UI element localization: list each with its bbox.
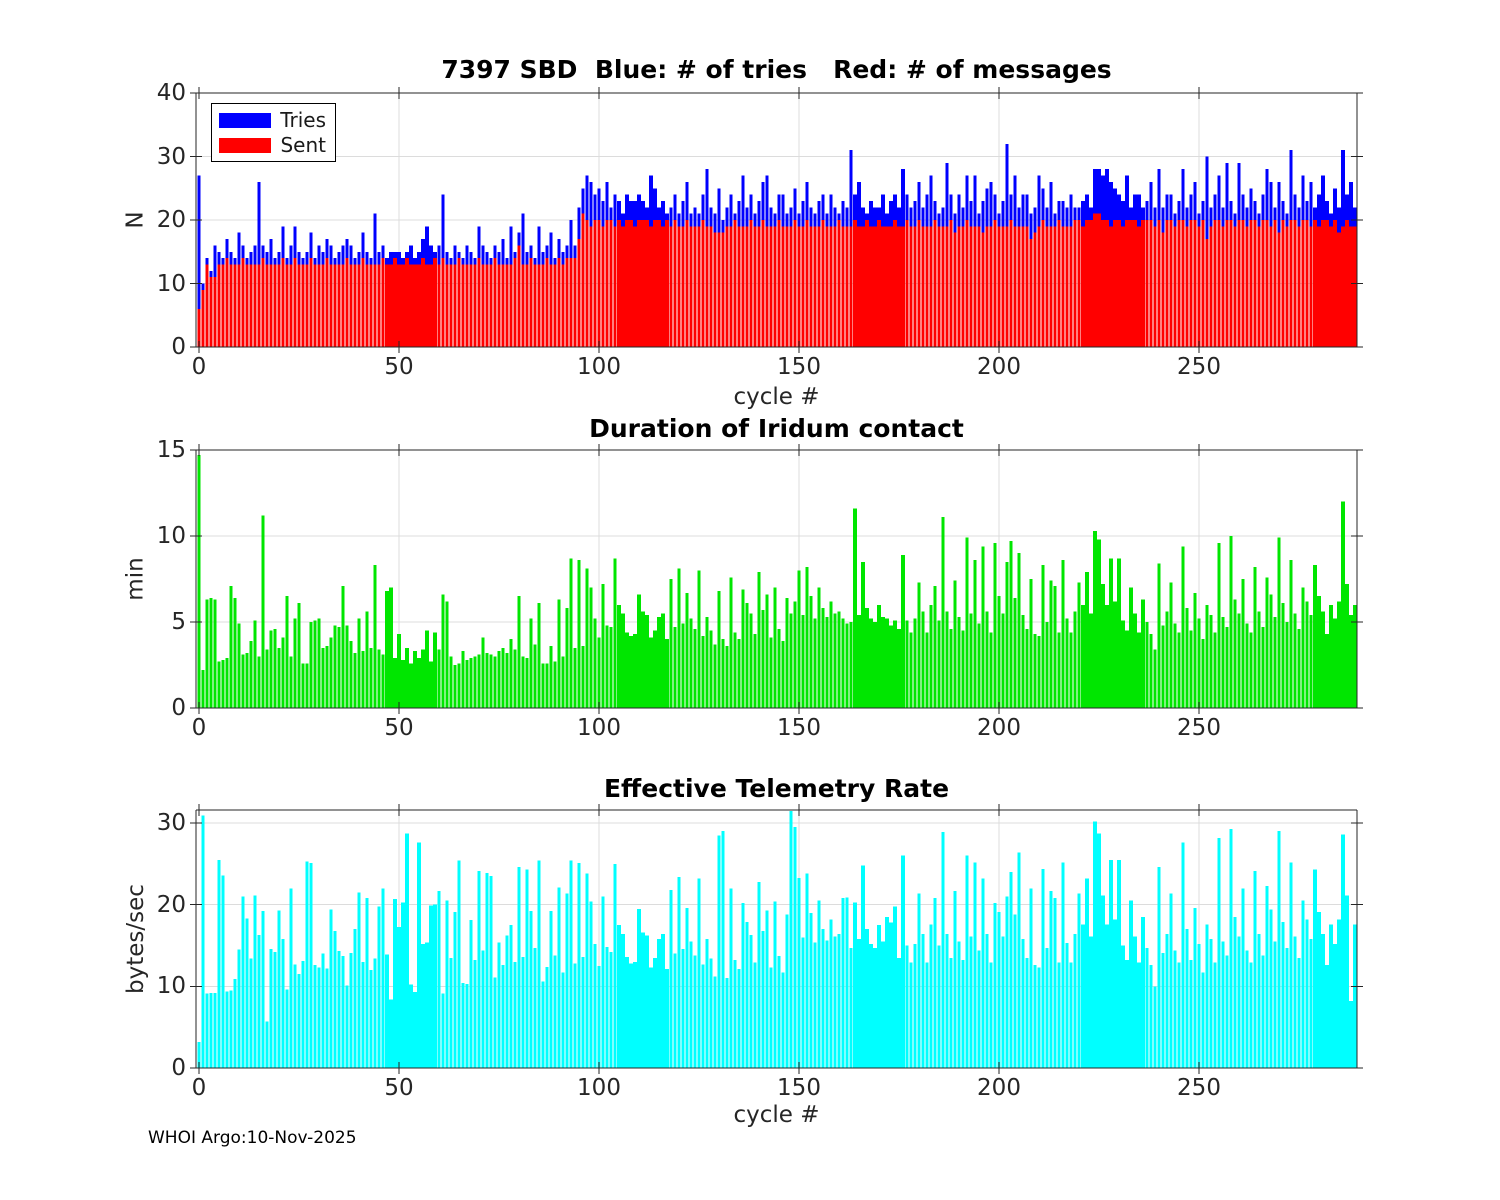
- y-tick-label: 0: [171, 334, 186, 360]
- legend-label-tries: Tries: [280, 108, 326, 132]
- x-tick-label: 100: [577, 715, 621, 741]
- x-tick-label: 0: [191, 715, 207, 741]
- y-tick-label: 10: [156, 973, 186, 1000]
- y-tick-label: 30: [156, 143, 186, 170]
- sent-swatch-icon: [219, 137, 272, 153]
- x-tick-label: 0: [191, 1075, 207, 1101]
- x-tick-label: 200: [977, 715, 1021, 741]
- x-tick-label: 150: [777, 715, 821, 741]
- x-tick-label: 100: [577, 1075, 621, 1101]
- x-tick-label: 200: [977, 354, 1021, 380]
- x-tick-label: 50: [384, 354, 414, 380]
- x-tick-label: 100: [577, 354, 621, 380]
- x-tick-label: 0: [191, 354, 207, 380]
- x-tick-label: 150: [777, 1075, 821, 1101]
- chart1-title: 7397 SBD Blue: # of tries Red: # of mess…: [441, 55, 1112, 84]
- chart2-ylabel: min: [123, 557, 149, 601]
- x-tick-label: 200: [977, 1075, 1021, 1101]
- y-tick-label: 40: [156, 80, 186, 106]
- y-tick-label: 0: [171, 1055, 186, 1081]
- tries-sent-chart-canvas: [190, 87, 1363, 353]
- x-tick-label: 150: [777, 354, 821, 380]
- y-tick-label: 20: [156, 207, 186, 233]
- legend-label-sent: Sent: [280, 133, 326, 157]
- y-tick-label: 0: [171, 695, 186, 721]
- x-tick-label: 50: [384, 715, 414, 741]
- chart2-title: Duration of Iridum contact: [589, 414, 964, 443]
- y-tick-label: 30: [156, 810, 186, 837]
- footer-text: WHOI Argo:10-Nov-2025: [148, 1128, 357, 1148]
- x-tick-label: 250: [1177, 715, 1221, 741]
- legend-item-sent: Sent: [219, 135, 326, 155]
- chart3-ylabel: bytes/sec: [123, 884, 150, 994]
- chart1-xlabel: cycle #: [733, 384, 820, 410]
- x-tick-label: 250: [1177, 1075, 1221, 1101]
- legend-item-tries: Tries: [219, 110, 326, 130]
- y-tick-label: 10: [156, 270, 186, 297]
- x-tick-label: 250: [1177, 354, 1221, 380]
- chart3-xlabel: cycle #: [733, 1102, 820, 1128]
- legend: Tries Sent: [211, 103, 336, 162]
- duration-chart-canvas: [190, 444, 1363, 714]
- y-tick-label: 15: [156, 437, 186, 463]
- tries-swatch-icon: [219, 112, 272, 128]
- rate-chart-canvas: [190, 804, 1363, 1074]
- y-tick-label: 20: [156, 891, 186, 918]
- y-tick-label: 5: [171, 609, 186, 635]
- y-tick-label: 10: [156, 523, 186, 549]
- x-tick-label: 50: [384, 1075, 414, 1101]
- chart3-title: Effective Telemetry Rate: [603, 774, 950, 803]
